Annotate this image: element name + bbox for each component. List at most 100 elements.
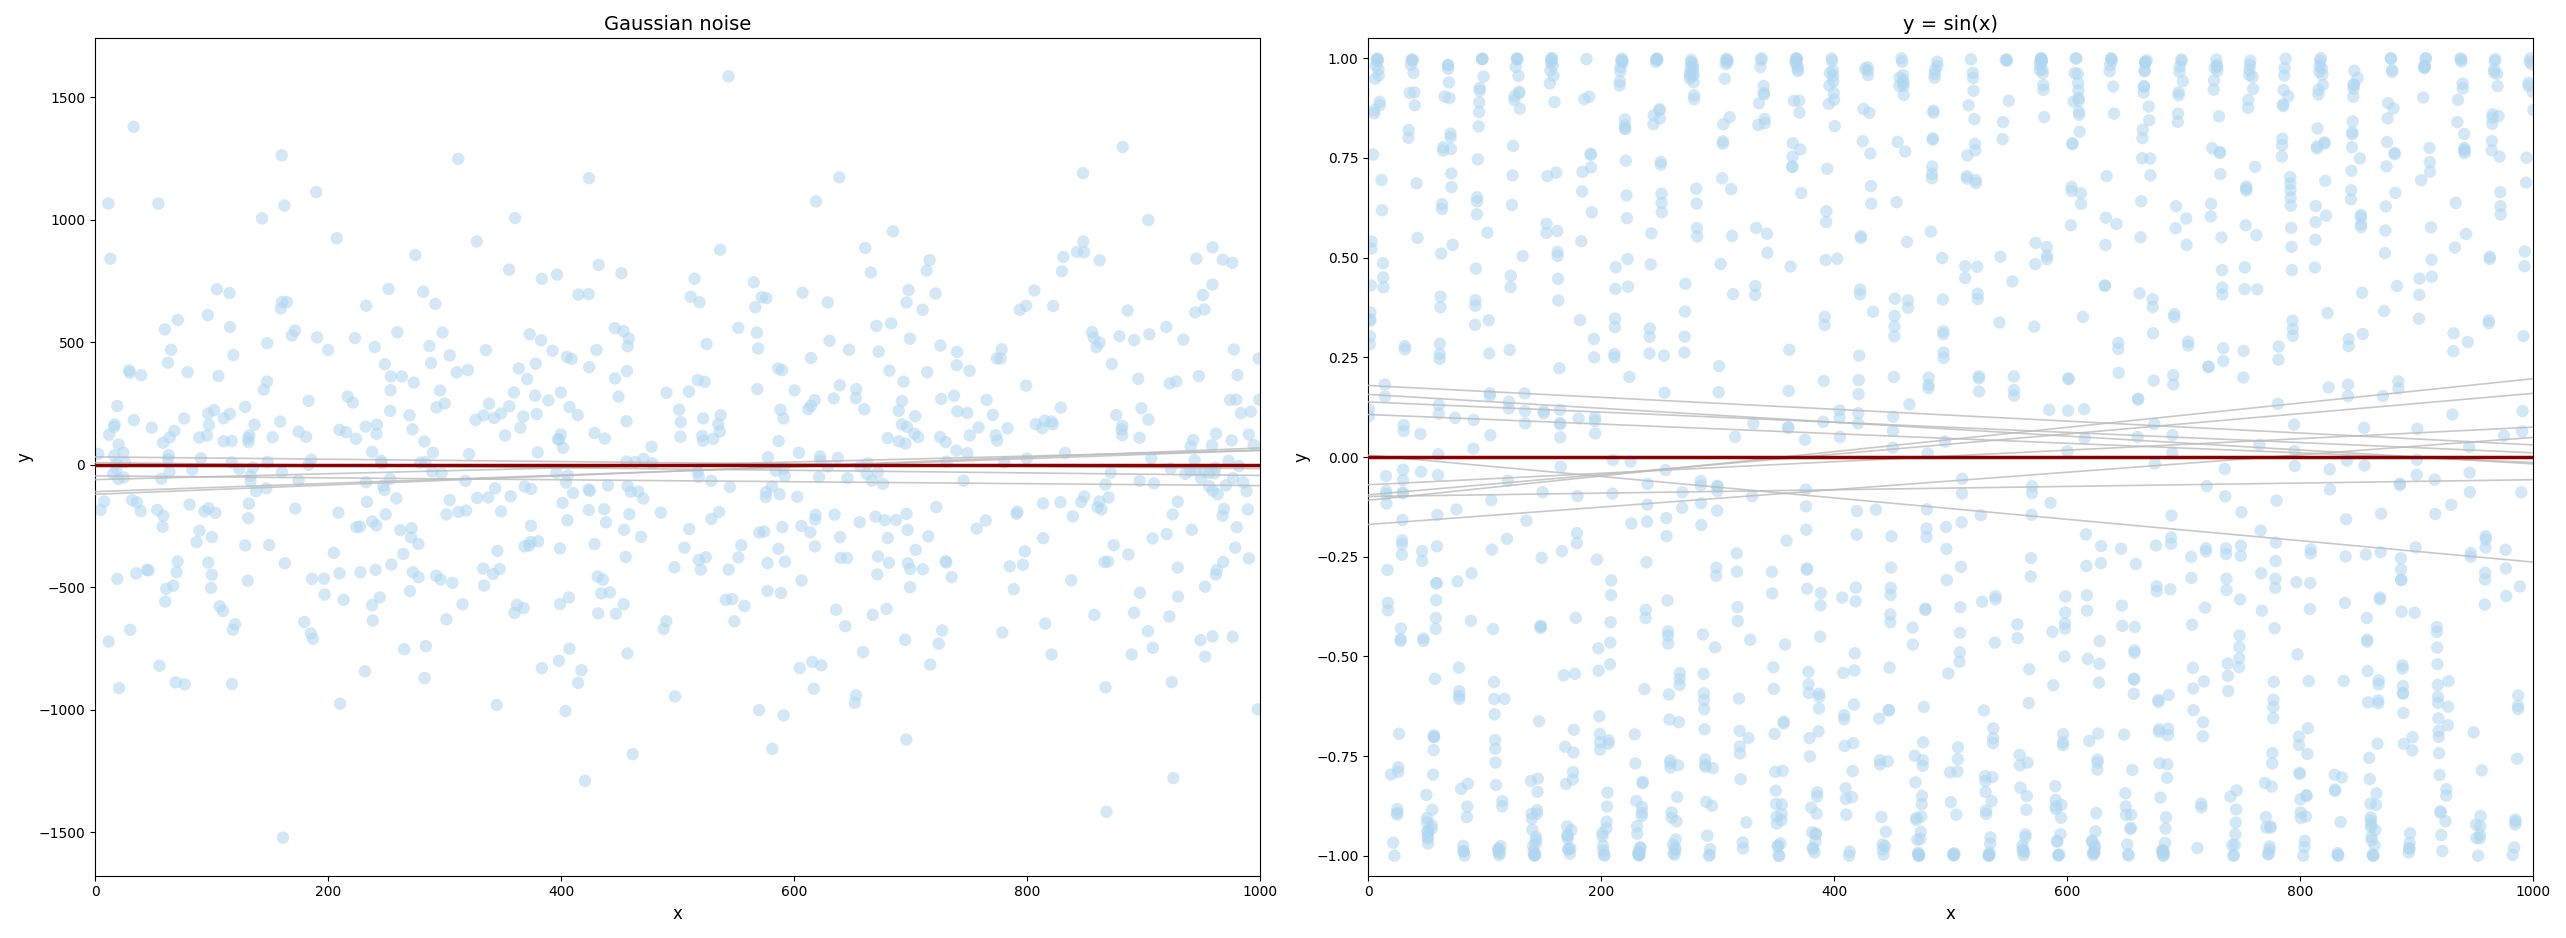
Point: [2512, 84, 2553, 99]
Point: [1755, 726, 1796, 741]
Point: [2374, 145, 2415, 160]
Point: [1940, 655, 1981, 670]
Point: [2409, 164, 2451, 179]
Point: [2458, 831, 2499, 846]
Point: [2186, 541, 2227, 556]
Point: [1912, 132, 1953, 147]
Point: [2376, 279, 2417, 294]
Point: [1901, 809, 1942, 824]
Point: [308, 342, 349, 357]
Point: [2258, 339, 2299, 354]
Point: [2058, 67, 2099, 82]
Point: [1958, 384, 1999, 399]
Point: [1350, 313, 1391, 328]
Point: [2225, 281, 2266, 296]
Point: [1468, 225, 1509, 240]
Point: [1080, 335, 1121, 350]
Point: [2281, 810, 2322, 825]
Point: [1586, 799, 1627, 814]
Point: [2340, 209, 2381, 224]
Point: [1848, 68, 1889, 83]
Point: [1429, 126, 1470, 141]
Point: [2497, 702, 2538, 717]
Point: [1447, 809, 1488, 825]
Point: [2089, 57, 2130, 72]
Point: [1791, 840, 1832, 855]
Point: [1404, 631, 1445, 646]
Point: [2409, 155, 2451, 170]
Point: [1619, 840, 1660, 855]
Point: [2148, 688, 2189, 703]
Point: [1473, 622, 1514, 637]
Point: [911, 657, 952, 672]
Point: [1096, 407, 1137, 422]
Point: [2502, 424, 2543, 439]
Point: [2148, 757, 2189, 772]
Point: [2279, 729, 2320, 744]
Point: [777, 490, 819, 505]
Point: [2202, 340, 2243, 356]
Point: [1966, 803, 2007, 818]
Point: [1712, 229, 1753, 244]
Point: [2358, 677, 2399, 692]
Point: [2220, 651, 2261, 666]
Point: [346, 475, 387, 490]
Point: [1658, 715, 1699, 730]
Point: [1129, 412, 1170, 427]
Point: [1406, 824, 1447, 839]
Point: [903, 562, 944, 577]
Point: [1147, 526, 1188, 541]
Point: [1883, 73, 1924, 88]
Point: [1365, 487, 1406, 502]
Point: [2107, 847, 2148, 862]
Point: [362, 478, 403, 493]
Point: [1506, 513, 1547, 528]
Point: [1601, 54, 1642, 69]
Point: [1119, 585, 1160, 600]
Point: [1401, 544, 1442, 559]
Point: [1599, 64, 1640, 79]
Point: [1681, 478, 1722, 493]
Point: [1211, 629, 1252, 644]
Point: [2276, 647, 2317, 662]
Point: [2494, 814, 2535, 829]
Point: [2055, 51, 2096, 66]
Point: [1491, 268, 1532, 283]
Point: [2332, 82, 2374, 97]
Point: [1824, 708, 1865, 723]
Point: [2332, 78, 2374, 93]
Point: [1909, 371, 1950, 386]
Point: [1653, 837, 1694, 852]
Point: [1622, 809, 1663, 824]
Point: [92, 448, 133, 463]
Point: [2389, 836, 2430, 851]
Point: [2009, 662, 2050, 677]
Point: [2048, 371, 2089, 386]
Point: [1945, 270, 1986, 285]
Point: [654, 688, 695, 704]
Point: [1783, 432, 1824, 447]
Point: [536, 267, 577, 282]
Point: [95, 417, 136, 432]
Point: [1717, 564, 1758, 579]
Point: [849, 265, 890, 280]
Point: [98, 571, 139, 586]
Point: [1601, 53, 1642, 68]
Point: [1942, 486, 1984, 501]
Point: [2381, 604, 2422, 619]
Point: [1470, 428, 1511, 443]
Point: [2132, 292, 2173, 307]
Point: [1488, 401, 1529, 416]
Point: [454, 413, 495, 428]
Point: [187, 555, 228, 570]
Point: [1519, 619, 1560, 634]
Point: [585, 431, 626, 446]
Point: [567, 287, 608, 302]
Point: [1173, 432, 1214, 447]
Point: [2366, 223, 2407, 238]
Point: [1912, 105, 1953, 120]
Point: [1383, 339, 1424, 354]
Point: [2507, 75, 2548, 90]
Point: [1134, 476, 1175, 491]
Point: [1419, 406, 1460, 421]
